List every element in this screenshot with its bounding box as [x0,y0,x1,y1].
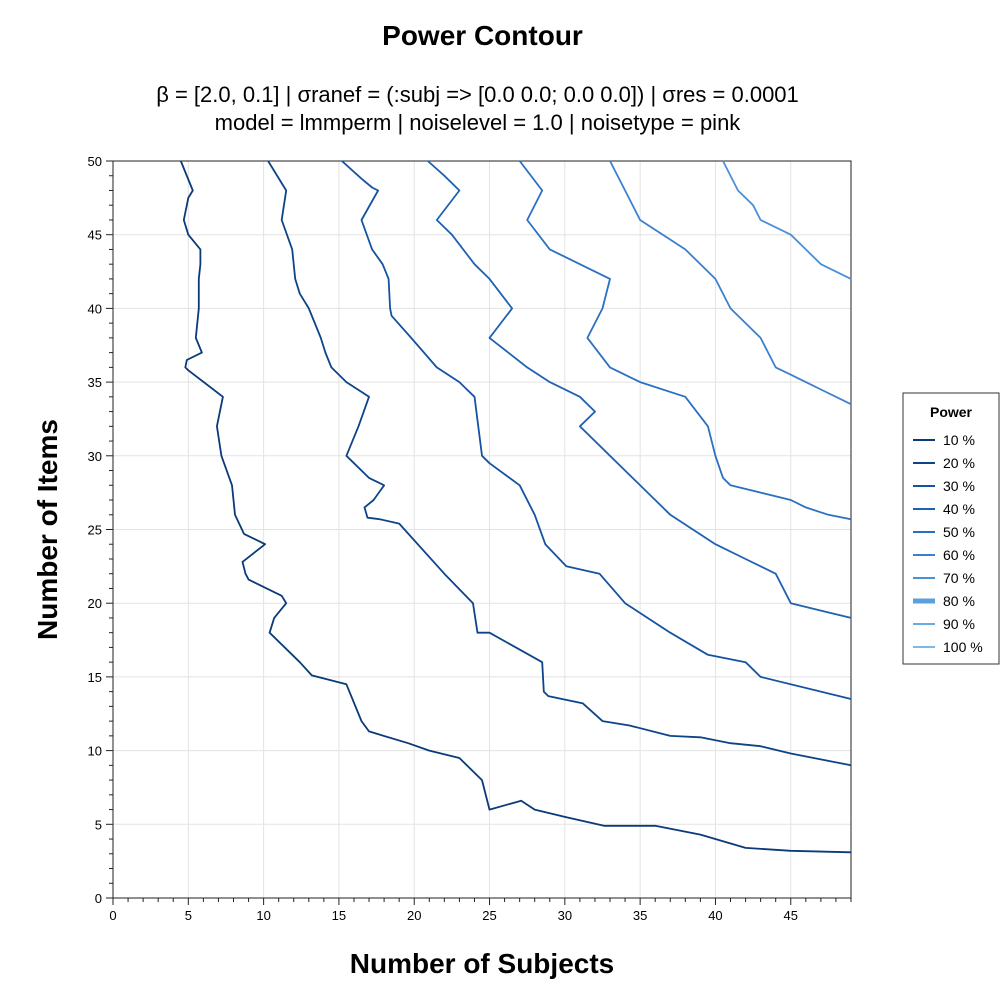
y-tick-label: 20 [88,596,102,611]
y-tick-label: 0 [95,891,102,906]
legend-label: 40 % [943,501,975,517]
x-tick-label: 30 [558,908,572,923]
x-axis-title: Number of Subjects [350,948,614,979]
legend-label: 100 % [943,639,983,655]
y-tick-label: 15 [88,670,102,685]
x-tick-label: 35 [633,908,647,923]
contour-line-20pct [267,160,852,767]
y-tick-label: 10 [88,744,102,759]
x-tick-label: 40 [708,908,722,923]
legend-title: Power [930,404,973,420]
legend-label: 20 % [943,455,975,471]
x-tick-label: 5 [185,908,192,923]
y-tick-label: 35 [88,375,102,390]
x-tick-label: 25 [482,908,496,923]
x-tick-label: 45 [784,908,798,923]
legend-items: 10 % 20 % 30 % 40 % 50 % 60 % 70 % 80 % 90 % 100 … [913,432,983,655]
chart-title: Power Contour [382,20,583,51]
y-tick-label: 30 [88,449,102,464]
grid-layer [112,160,851,899]
y-tick-label: 50 [88,154,102,169]
contour-line-30pct [341,160,852,700]
y-tick-label: 5 [95,817,102,832]
chart-subtitle-line2: model = lmmperm | noiselevel = 1.0 | noi… [214,110,741,135]
contour-line-50pct [518,160,852,521]
legend-label: 60 % [943,547,975,563]
legend-label: 90 % [943,616,975,632]
chart-subtitle-line1: β = [2.0, 0.1] | σranef = (:subj => [0.0… [156,82,799,107]
y-tick-label: 40 [88,301,102,316]
legend-label: 10 % [943,432,975,448]
x-tick-label: 20 [407,908,421,923]
axis-layer: 0 5 10 15 20 25 30 35 40 45 0 5 10 15 20 25 30 35 40 45 50 [88,154,852,923]
legend-label: 30 % [943,478,975,494]
legend: Power 10 % 20 % 30 % 40 % 50 % 60 % 70 % 80 % 90… [902,392,1000,665]
x-tick-label: 10 [256,908,270,923]
legend-label: 50 % [943,524,975,540]
x-tick-label: 15 [332,908,346,923]
legend-label: 80 % [943,593,975,609]
contour-line-40pct [427,160,852,619]
x-tick-label: 0 [109,908,116,923]
y-tick-label: 45 [88,228,102,243]
contour-line-70pct [722,160,852,280]
contour-line-60pct [609,160,852,406]
legend-label: 70 % [943,570,975,586]
legend-box [902,392,1000,665]
series-layer [179,160,852,854]
contour-line-10pct [179,160,852,854]
y-tick-label: 25 [88,523,102,538]
y-axis-title: Number of Items [32,419,63,640]
